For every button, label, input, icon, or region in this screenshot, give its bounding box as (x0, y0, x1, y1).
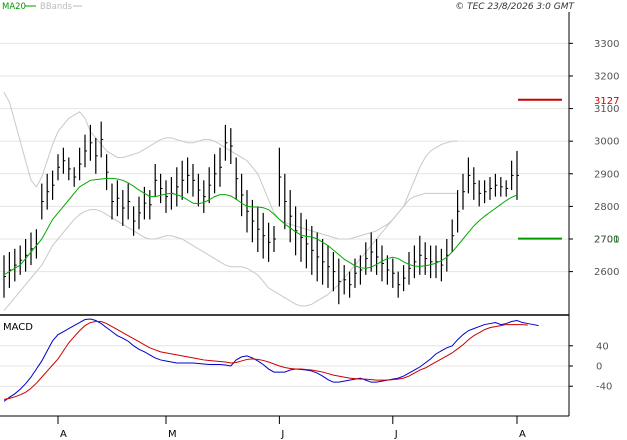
month-label: A (60, 429, 67, 440)
legend-bbands: BBands (40, 2, 73, 12)
macd-grid (0, 345, 569, 387)
resistance-label: 3127 (594, 96, 619, 107)
ohlc-bars (3, 121, 519, 305)
price-tick-label: 3100 (594, 104, 619, 115)
macd-title: MACD (3, 322, 33, 333)
month-label: J (394, 429, 398, 440)
macd-line (3, 318, 539, 402)
price-tick-label: 3200 (594, 71, 619, 82)
price-tick-label: 2800 (594, 202, 619, 213)
level-annotations: 3127 2701 (518, 96, 619, 246)
upper-band-line (3, 92, 458, 240)
price-panel: 3127 2701 2600 2700 2800 2900 3000 3100 3200 330… (0, 39, 619, 312)
price-tick-label: 2900 (594, 169, 619, 180)
price-tick-label: 2700 (594, 235, 619, 246)
macd-lines (3, 318, 539, 402)
month-label: A (519, 429, 526, 440)
month-label: J (280, 429, 284, 440)
price-tick-label: 2600 (594, 267, 619, 278)
copyright-label: © TEC 23/8/2026 3:0 GMT (455, 2, 575, 12)
price-tick-label: 3000 (594, 137, 619, 148)
macd-tick-label: 0 (596, 362, 602, 373)
bollinger-bands (3, 92, 458, 312)
macd-tick-label: -40 (596, 382, 612, 393)
support-label: 2701 (594, 235, 619, 246)
frame (0, 12, 570, 417)
month-label: M (168, 429, 177, 440)
price-axis: 2600 2700 2800 2900 3000 3100 3200 3300 (569, 39, 619, 278)
signal-line (3, 321, 528, 400)
ma20-polyline (3, 177, 518, 276)
time-axis: AMJJAS (57, 416, 526, 440)
macd-panel: MACD 40 0 -40 (0, 318, 612, 402)
lower-band-line (3, 192, 458, 312)
header: MA20 BBands © TEC 23/8/2026 3:0 GMT (2, 2, 576, 12)
price-tick-label: 3300 (594, 39, 619, 50)
ma20-line (3, 177, 518, 276)
macd-tick-label: 40 (596, 341, 609, 352)
macd-axis: 40 0 -40 (569, 341, 612, 393)
legend-ma20: MA20 (2, 2, 26, 12)
